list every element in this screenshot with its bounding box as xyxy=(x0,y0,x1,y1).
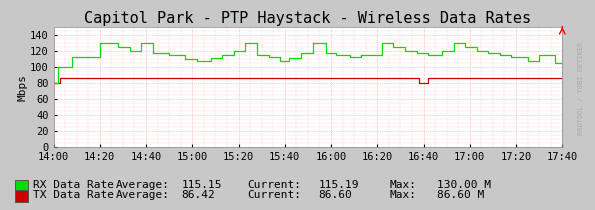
Text: 86.60 M: 86.60 M xyxy=(437,190,484,200)
Text: TX Data Rate: TX Data Rate xyxy=(33,190,114,200)
Text: 130.00 M: 130.00 M xyxy=(437,180,491,190)
Text: Average:: Average: xyxy=(116,190,170,200)
Text: 86.42: 86.42 xyxy=(181,190,215,200)
Text: 86.60: 86.60 xyxy=(318,190,352,200)
Text: Current:: Current: xyxy=(247,190,301,200)
Text: Max:: Max: xyxy=(390,180,416,190)
Text: 115.15: 115.15 xyxy=(181,180,222,190)
Title: Capitol Park - PTP Haystack - Wireless Data Rates: Capitol Park - PTP Haystack - Wireless D… xyxy=(84,11,531,26)
Text: 115.19: 115.19 xyxy=(318,180,359,190)
Text: RX Data Rate: RX Data Rate xyxy=(33,180,114,190)
Text: Current:: Current: xyxy=(247,180,301,190)
Y-axis label: Mbps: Mbps xyxy=(17,74,27,101)
Text: RRDTOOL / TOBI OETIKER: RRDTOOL / TOBI OETIKER xyxy=(578,41,584,135)
Text: Max:: Max: xyxy=(390,190,416,200)
Text: Average:: Average: xyxy=(116,180,170,190)
